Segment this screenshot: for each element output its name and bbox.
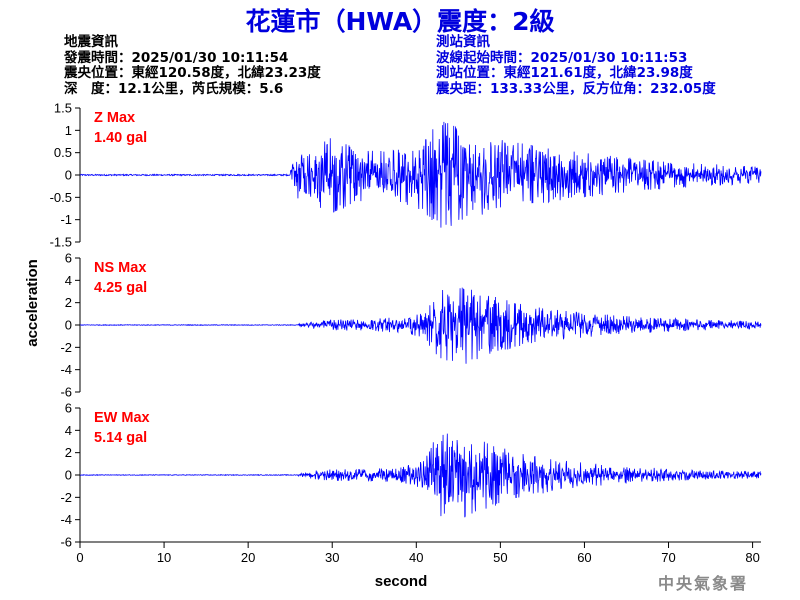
agency-watermark: 中央氣象署 xyxy=(657,574,748,593)
quake-info-block: 地震資訊 發震時間：2025/01/30 10:11:54 震央位置：東經120… xyxy=(64,34,321,97)
x-tick-label: 30 xyxy=(325,550,339,565)
quake-info-header: 地震資訊 xyxy=(64,34,118,50)
panel-ns: -6 -4 -2 0 2 4 6 NS Max 4.25 gal xyxy=(60,251,762,400)
origin-time: 發震時間：2025/01/30 10:11:54 xyxy=(64,49,289,66)
max-value: 4.25 gal xyxy=(94,280,147,296)
epicentral-distance: 震央距：133.33公里，反方位角：232.05度 xyxy=(436,80,716,97)
y-tick-label: 0.5 xyxy=(54,145,72,160)
station-location: 測站位置：東經121.61度，北緯23.98度 xyxy=(436,65,693,81)
arrival-time: 波線起始時間：2025/01/30 10:11:53 xyxy=(436,49,688,66)
y-tick-label: -6 xyxy=(60,385,72,400)
y-tick-label: -2 xyxy=(60,340,72,355)
x-tick-label: 60 xyxy=(577,550,591,565)
epicenter-location: 震央位置：東經120.58度，北緯23.23度 xyxy=(64,65,321,81)
max-value: 1.40 gal xyxy=(94,130,147,146)
y-tick-label: -1 xyxy=(60,212,72,227)
y-tick-label: 2 xyxy=(65,445,72,460)
y-tick-label: 0 xyxy=(65,318,72,333)
y-tick-label: 0 xyxy=(65,168,72,183)
y-tick-label: -2 xyxy=(60,490,72,505)
trace-ew xyxy=(79,433,762,518)
max-label: NS Max xyxy=(94,260,146,276)
y-tick-label: 1 xyxy=(65,123,72,138)
y-tick-label: -4 xyxy=(60,512,72,527)
y-tick-label: 2 xyxy=(65,295,72,310)
y-tick-label: 4 xyxy=(65,423,72,438)
x-tick-label: 10 xyxy=(157,550,171,565)
y-tick-label: 1.5 xyxy=(54,101,72,116)
x-axis-label: second xyxy=(375,573,428,590)
x-tick-label: 0 xyxy=(76,550,83,565)
x-axis: 0 10 20 30 40 50 60 70 80 xyxy=(76,541,761,565)
station-info-block: 測站資訊 波線起始時間：2025/01/30 10:11:53 測站位置：東經1… xyxy=(436,34,716,97)
trace-z xyxy=(79,121,762,228)
station-info-header: 測站資訊 xyxy=(436,34,490,50)
panel-ew: -6 -4 -2 0 2 4 6 EW Max 5.14 gal xyxy=(60,401,762,550)
chart-title: 花蓮市（HWA）震度：2級 xyxy=(245,7,555,36)
y-tick-label: 6 xyxy=(65,401,72,416)
trace-ns xyxy=(79,287,762,364)
max-label: EW Max xyxy=(94,410,150,426)
y-tick-label: -4 xyxy=(60,362,72,377)
x-tick-label: 70 xyxy=(661,550,675,565)
y-tick-label: 6 xyxy=(65,251,72,266)
y-axis-label: acceleration xyxy=(24,259,41,347)
max-value: 5.14 gal xyxy=(94,430,147,446)
y-tick-label: 4 xyxy=(65,273,72,288)
depth-magnitude: 深 度：12.1公里，芮氏規模：5.6 xyxy=(64,80,284,97)
x-tick-label: 40 xyxy=(409,550,423,565)
max-label: Z Max xyxy=(94,110,135,126)
panel-z: -1.5 -1 -0.5 0 0.5 1 1.5 Z Max 1.40 gal xyxy=(50,101,762,250)
y-tick-label: -1.5 xyxy=(50,235,72,250)
y-tick-label: -0.5 xyxy=(50,190,72,205)
x-tick-label: 50 xyxy=(493,550,507,565)
x-tick-label: 20 xyxy=(241,550,255,565)
y-tick-label: 0 xyxy=(65,468,72,483)
x-tick-label: 80 xyxy=(745,550,759,565)
y-tick-label: -6 xyxy=(60,535,72,550)
